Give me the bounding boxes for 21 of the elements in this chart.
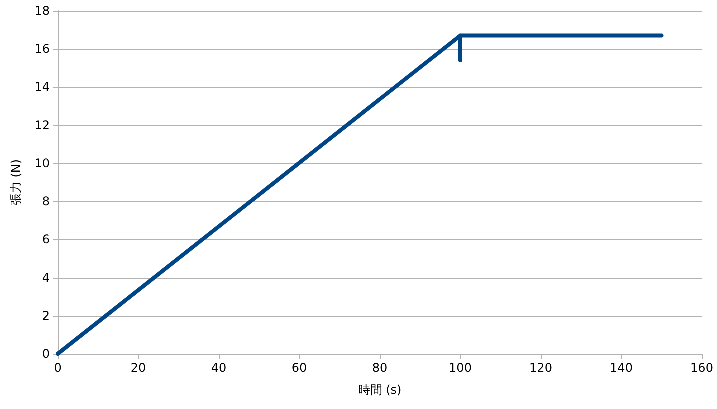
x-tick-label: 0 bbox=[54, 361, 62, 375]
x-axis-title: 時間 (s) bbox=[358, 383, 402, 397]
y-tick-label: 6 bbox=[42, 232, 50, 247]
y-tick-label: 4 bbox=[42, 270, 50, 285]
x-tick-label: 80 bbox=[372, 361, 388, 375]
y-axis-title: 張力 (N) bbox=[9, 159, 23, 206]
y-tick-label: 16 bbox=[34, 42, 50, 56]
x-tick-label: 100 bbox=[449, 361, 472, 375]
y-tick-label: 12 bbox=[34, 118, 50, 132]
x-tick-label: 140 bbox=[610, 361, 633, 375]
y-tick-label: 0 bbox=[42, 347, 50, 361]
x-tick-label: 40 bbox=[211, 361, 227, 375]
x-tick-label: 20 bbox=[130, 361, 146, 375]
x-tick-label: 160 bbox=[690, 361, 714, 375]
y-tick-label: 14 bbox=[34, 80, 50, 94]
y-tick-label: 8 bbox=[42, 194, 50, 209]
y-tick-label: 18 bbox=[34, 4, 50, 18]
y-tick-label: 10 bbox=[34, 156, 50, 170]
y-tick-label: 2 bbox=[42, 308, 50, 323]
x-tick-label: 120 bbox=[530, 361, 552, 375]
x-tick-label: 60 bbox=[292, 361, 308, 375]
